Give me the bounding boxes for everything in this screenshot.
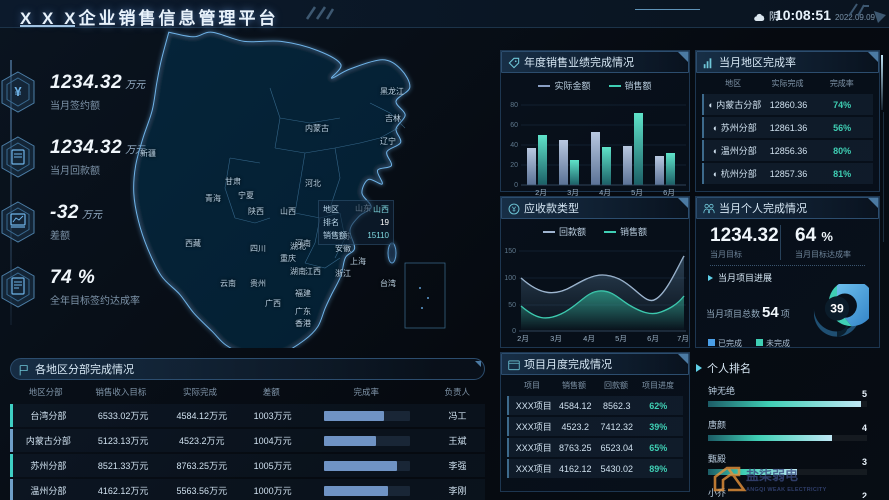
svg-text:150: 150 — [504, 248, 516, 255]
svg-text:60: 60 — [510, 122, 518, 129]
svg-text:50: 50 — [508, 302, 516, 309]
svg-text:4月: 4月 — [583, 334, 595, 343]
svg-text:5月: 5月 — [615, 334, 627, 343]
svg-text:0: 0 — [512, 328, 516, 335]
svg-text:3月: 3月 — [550, 334, 562, 343]
svg-text:20: 20 — [510, 162, 518, 169]
svg-text:ANGQI WEAK ELECTRICITY: ANGQI WEAK ELECTRICITY — [746, 487, 827, 493]
svg-text:盐柒弱电: 盐柒弱电 — [746, 468, 798, 483]
svg-text:80: 80 — [510, 102, 518, 109]
svg-text:¥: ¥ — [14, 84, 22, 99]
svg-text:100: 100 — [504, 275, 516, 282]
svg-text:6月: 6月 — [647, 334, 659, 343]
svg-text:40: 40 — [510, 142, 518, 149]
svg-text:0: 0 — [514, 182, 518, 189]
svg-text:7月: 7月 — [677, 334, 689, 343]
svg-text:2月: 2月 — [517, 334, 529, 343]
svg-text:39: 39 — [830, 301, 844, 315]
